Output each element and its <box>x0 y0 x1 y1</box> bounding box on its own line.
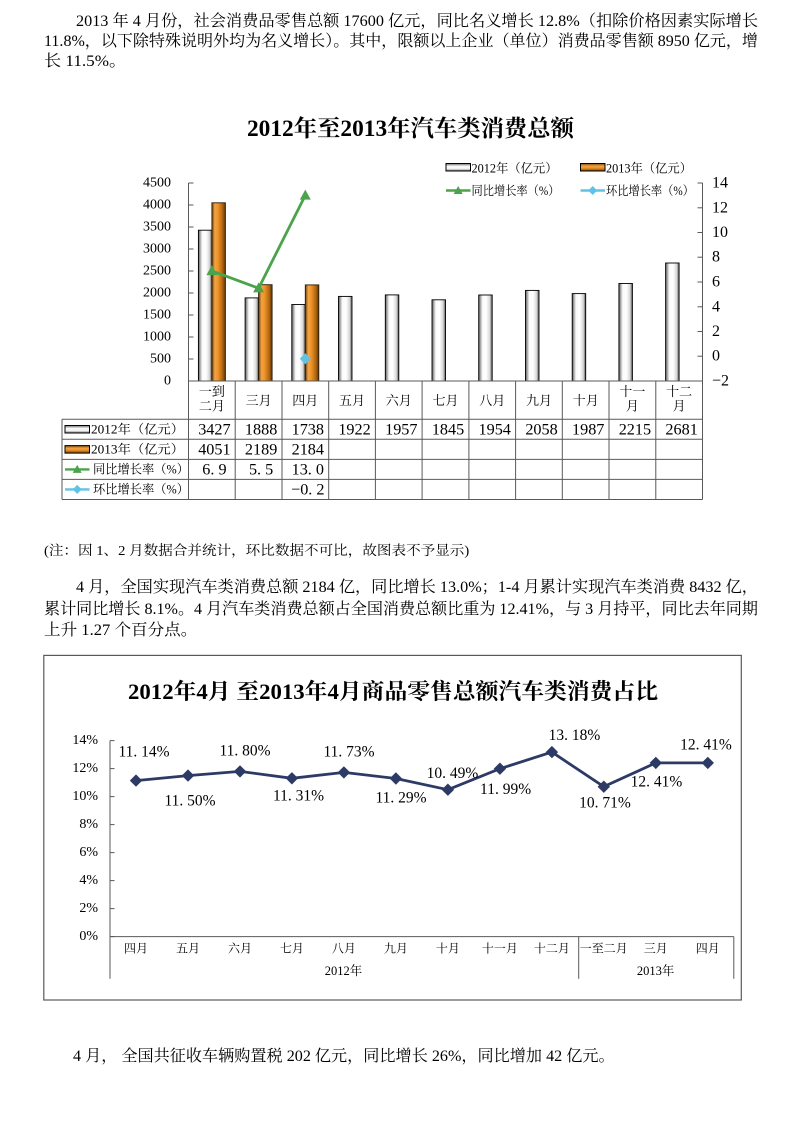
svg-text:2500: 2500 <box>143 264 171 279</box>
svg-text:九月: 九月 <box>384 941 408 956</box>
svg-text:一至二月: 一至二月 <box>580 942 628 956</box>
svg-text:2013年（亿元）: 2013年（亿元） <box>91 441 184 456</box>
svg-text:2%: 2% <box>79 901 98 916</box>
svg-text:1922: 1922 <box>338 420 370 438</box>
svg-text:同比增长率（%）: 同比增长率（%） <box>472 183 560 198</box>
svg-text:3427: 3427 <box>198 420 230 438</box>
svg-text:十月: 十月 <box>573 393 599 408</box>
svg-text:11. 29%: 11. 29% <box>375 790 426 807</box>
svg-text:11. 80%: 11. 80% <box>219 743 270 760</box>
svg-text:十一: 十一 <box>619 384 645 399</box>
svg-text:2681: 2681 <box>665 420 697 438</box>
svg-text:1987: 1987 <box>572 420 604 438</box>
svg-text:六月: 六月 <box>228 942 252 956</box>
svg-text:四月: 四月 <box>696 942 720 956</box>
svg-text:10%: 10% <box>72 789 98 804</box>
svg-text:四月: 四月 <box>124 942 148 956</box>
svg-text:−2: −2 <box>712 373 729 390</box>
svg-text:十二月: 十二月 <box>534 941 570 956</box>
svg-text:2012年: 2012年 <box>325 963 363 978</box>
svg-text:十一月: 十一月 <box>482 941 518 956</box>
svg-text:二月: 二月 <box>199 399 225 414</box>
svg-text:8%: 8% <box>79 817 98 832</box>
svg-text:1888: 1888 <box>245 420 277 438</box>
svg-text:三月: 三月 <box>246 393 272 408</box>
svg-text:一到: 一到 <box>199 384 225 399</box>
svg-text:2013年: 2013年 <box>637 963 675 978</box>
svg-text:13. 0: 13. 0 <box>292 460 324 478</box>
svg-text:10. 71%: 10. 71% <box>579 795 631 812</box>
svg-text:8: 8 <box>712 249 720 266</box>
svg-text:2: 2 <box>712 323 720 340</box>
svg-text:4: 4 <box>712 298 720 315</box>
svg-text:11. 50%: 11. 50% <box>164 793 215 810</box>
svg-text:10: 10 <box>712 224 728 241</box>
svg-text:2013年（亿元）: 2013年（亿元） <box>606 161 692 176</box>
svg-text:6. 9: 6. 9 <box>202 460 226 478</box>
svg-text:2189: 2189 <box>245 440 277 458</box>
svg-text:1738: 1738 <box>292 420 324 438</box>
svg-text:4000: 4000 <box>143 198 171 213</box>
svg-text:五月: 五月 <box>339 393 365 408</box>
svg-text:1845: 1845 <box>432 420 464 438</box>
svg-text:十月: 十月 <box>436 941 460 956</box>
svg-text:0: 0 <box>712 348 720 365</box>
svg-text:13. 18%: 13. 18% <box>549 727 601 744</box>
svg-text:2012年4月 至2013年4月商品零售总额汽车类消费占比: 2012年4月 至2013年4月商品零售总额汽车类消费占比 <box>128 679 658 704</box>
svg-text:2012年（亿元）: 2012年（亿元） <box>472 161 558 176</box>
svg-text:1000: 1000 <box>143 330 171 345</box>
svg-text:0: 0 <box>164 374 171 389</box>
svg-text:九月: 九月 <box>526 393 552 408</box>
svg-text:0%: 0% <box>79 929 98 944</box>
svg-text:12. 41%: 12. 41% <box>631 774 683 791</box>
svg-text:月: 月 <box>626 399 639 414</box>
svg-text:1957: 1957 <box>385 420 417 438</box>
svg-text:500: 500 <box>150 352 171 367</box>
svg-text:14: 14 <box>712 175 728 192</box>
svg-text:八月: 八月 <box>332 942 356 956</box>
svg-text:11. 99%: 11. 99% <box>480 781 531 798</box>
svg-text:三月: 三月 <box>644 942 668 956</box>
svg-text:八月: 八月 <box>479 393 505 408</box>
svg-text:2012年至2013年汽车类消费总额: 2012年至2013年汽车类消费总额 <box>247 115 576 141</box>
svg-text:6%: 6% <box>79 845 98 860</box>
svg-text:2215: 2215 <box>619 420 651 438</box>
svg-text:12. 41%: 12. 41% <box>680 737 732 754</box>
svg-text:环比增长率（%）: 环比增长率（%） <box>93 481 189 496</box>
svg-text:五月: 五月 <box>176 942 200 956</box>
svg-text:−0. 2: −0. 2 <box>291 480 324 498</box>
svg-text:4%: 4% <box>79 873 98 888</box>
svg-text:七月: 七月 <box>432 393 458 408</box>
svg-text:2184: 2184 <box>292 440 324 458</box>
svg-text:十二: 十二 <box>666 384 692 399</box>
svg-text:11. 73%: 11. 73% <box>323 744 374 761</box>
svg-text:10. 49%: 10. 49% <box>427 765 479 782</box>
svg-text:5. 5: 5. 5 <box>249 460 273 478</box>
svg-text:3000: 3000 <box>143 242 171 257</box>
svg-text:3500: 3500 <box>143 220 171 235</box>
svg-text:1954: 1954 <box>479 420 511 438</box>
svg-text:2000: 2000 <box>143 286 171 301</box>
svg-text:同比增长率（%）: 同比增长率（%） <box>93 461 189 476</box>
svg-text:环比增长率（%）: 环比增长率（%） <box>606 183 694 198</box>
svg-text:2012年（亿元）: 2012年（亿元） <box>91 421 184 436</box>
svg-text:6: 6 <box>712 274 720 291</box>
svg-text:四月: 四月 <box>292 393 318 408</box>
svg-text:4500: 4500 <box>143 176 171 191</box>
svg-text:11. 31%: 11. 31% <box>273 788 324 805</box>
svg-text:七月: 七月 <box>280 941 304 956</box>
svg-text:12%: 12% <box>72 761 98 776</box>
svg-text:4051: 4051 <box>198 440 230 458</box>
svg-text:11. 14%: 11. 14% <box>118 744 169 761</box>
svg-text:14%: 14% <box>72 733 98 748</box>
svg-text:1500: 1500 <box>143 308 171 323</box>
svg-text:月: 月 <box>673 399 686 414</box>
svg-text:2058: 2058 <box>525 420 557 438</box>
svg-text:六月: 六月 <box>386 393 412 408</box>
svg-text:12: 12 <box>712 199 728 216</box>
